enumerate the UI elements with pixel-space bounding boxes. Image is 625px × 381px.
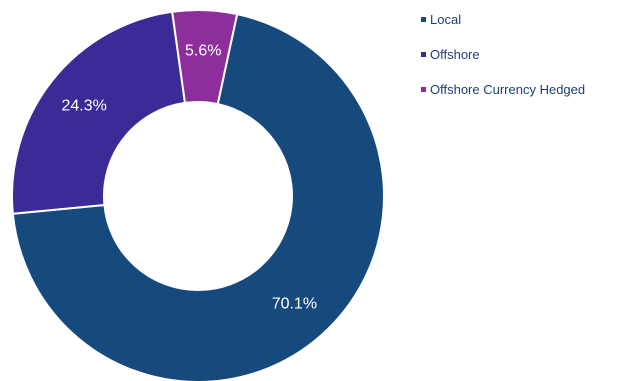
legend-label-offshore-currency-hedged: Offshore Currency Hedged	[430, 81, 586, 97]
legend-swatch-local	[421, 16, 426, 22]
legend-label-local: Local	[430, 11, 462, 27]
legend-swatch-offshore	[421, 51, 426, 57]
data-label-local: 70.1%	[272, 296, 317, 313]
data-label-offshore-currency-hedged: 5.6%	[185, 42, 221, 59]
data-labels: 5.6% 70.1% 24.3%	[61, 42, 317, 312]
legend-item-offshore-currency-hedged[interactable]: Offshore Currency Hedged	[421, 80, 585, 98]
legend-label-offshore: Offshore	[430, 46, 480, 62]
slice-local[interactable]	[11, 12, 385, 381]
legend-item-offshore[interactable]: Offshore	[421, 45, 585, 63]
legend: Local Offshore Offshore Currency Hedged	[421, 10, 585, 115]
data-label-offshore: 24.3%	[61, 97, 106, 114]
legend-item-local[interactable]: Local	[421, 10, 585, 28]
legend-swatch-offshore-currency-hedged	[421, 86, 426, 92]
donut-slices	[11, 9, 385, 381]
slice-offshore[interactable]	[11, 10, 187, 215]
